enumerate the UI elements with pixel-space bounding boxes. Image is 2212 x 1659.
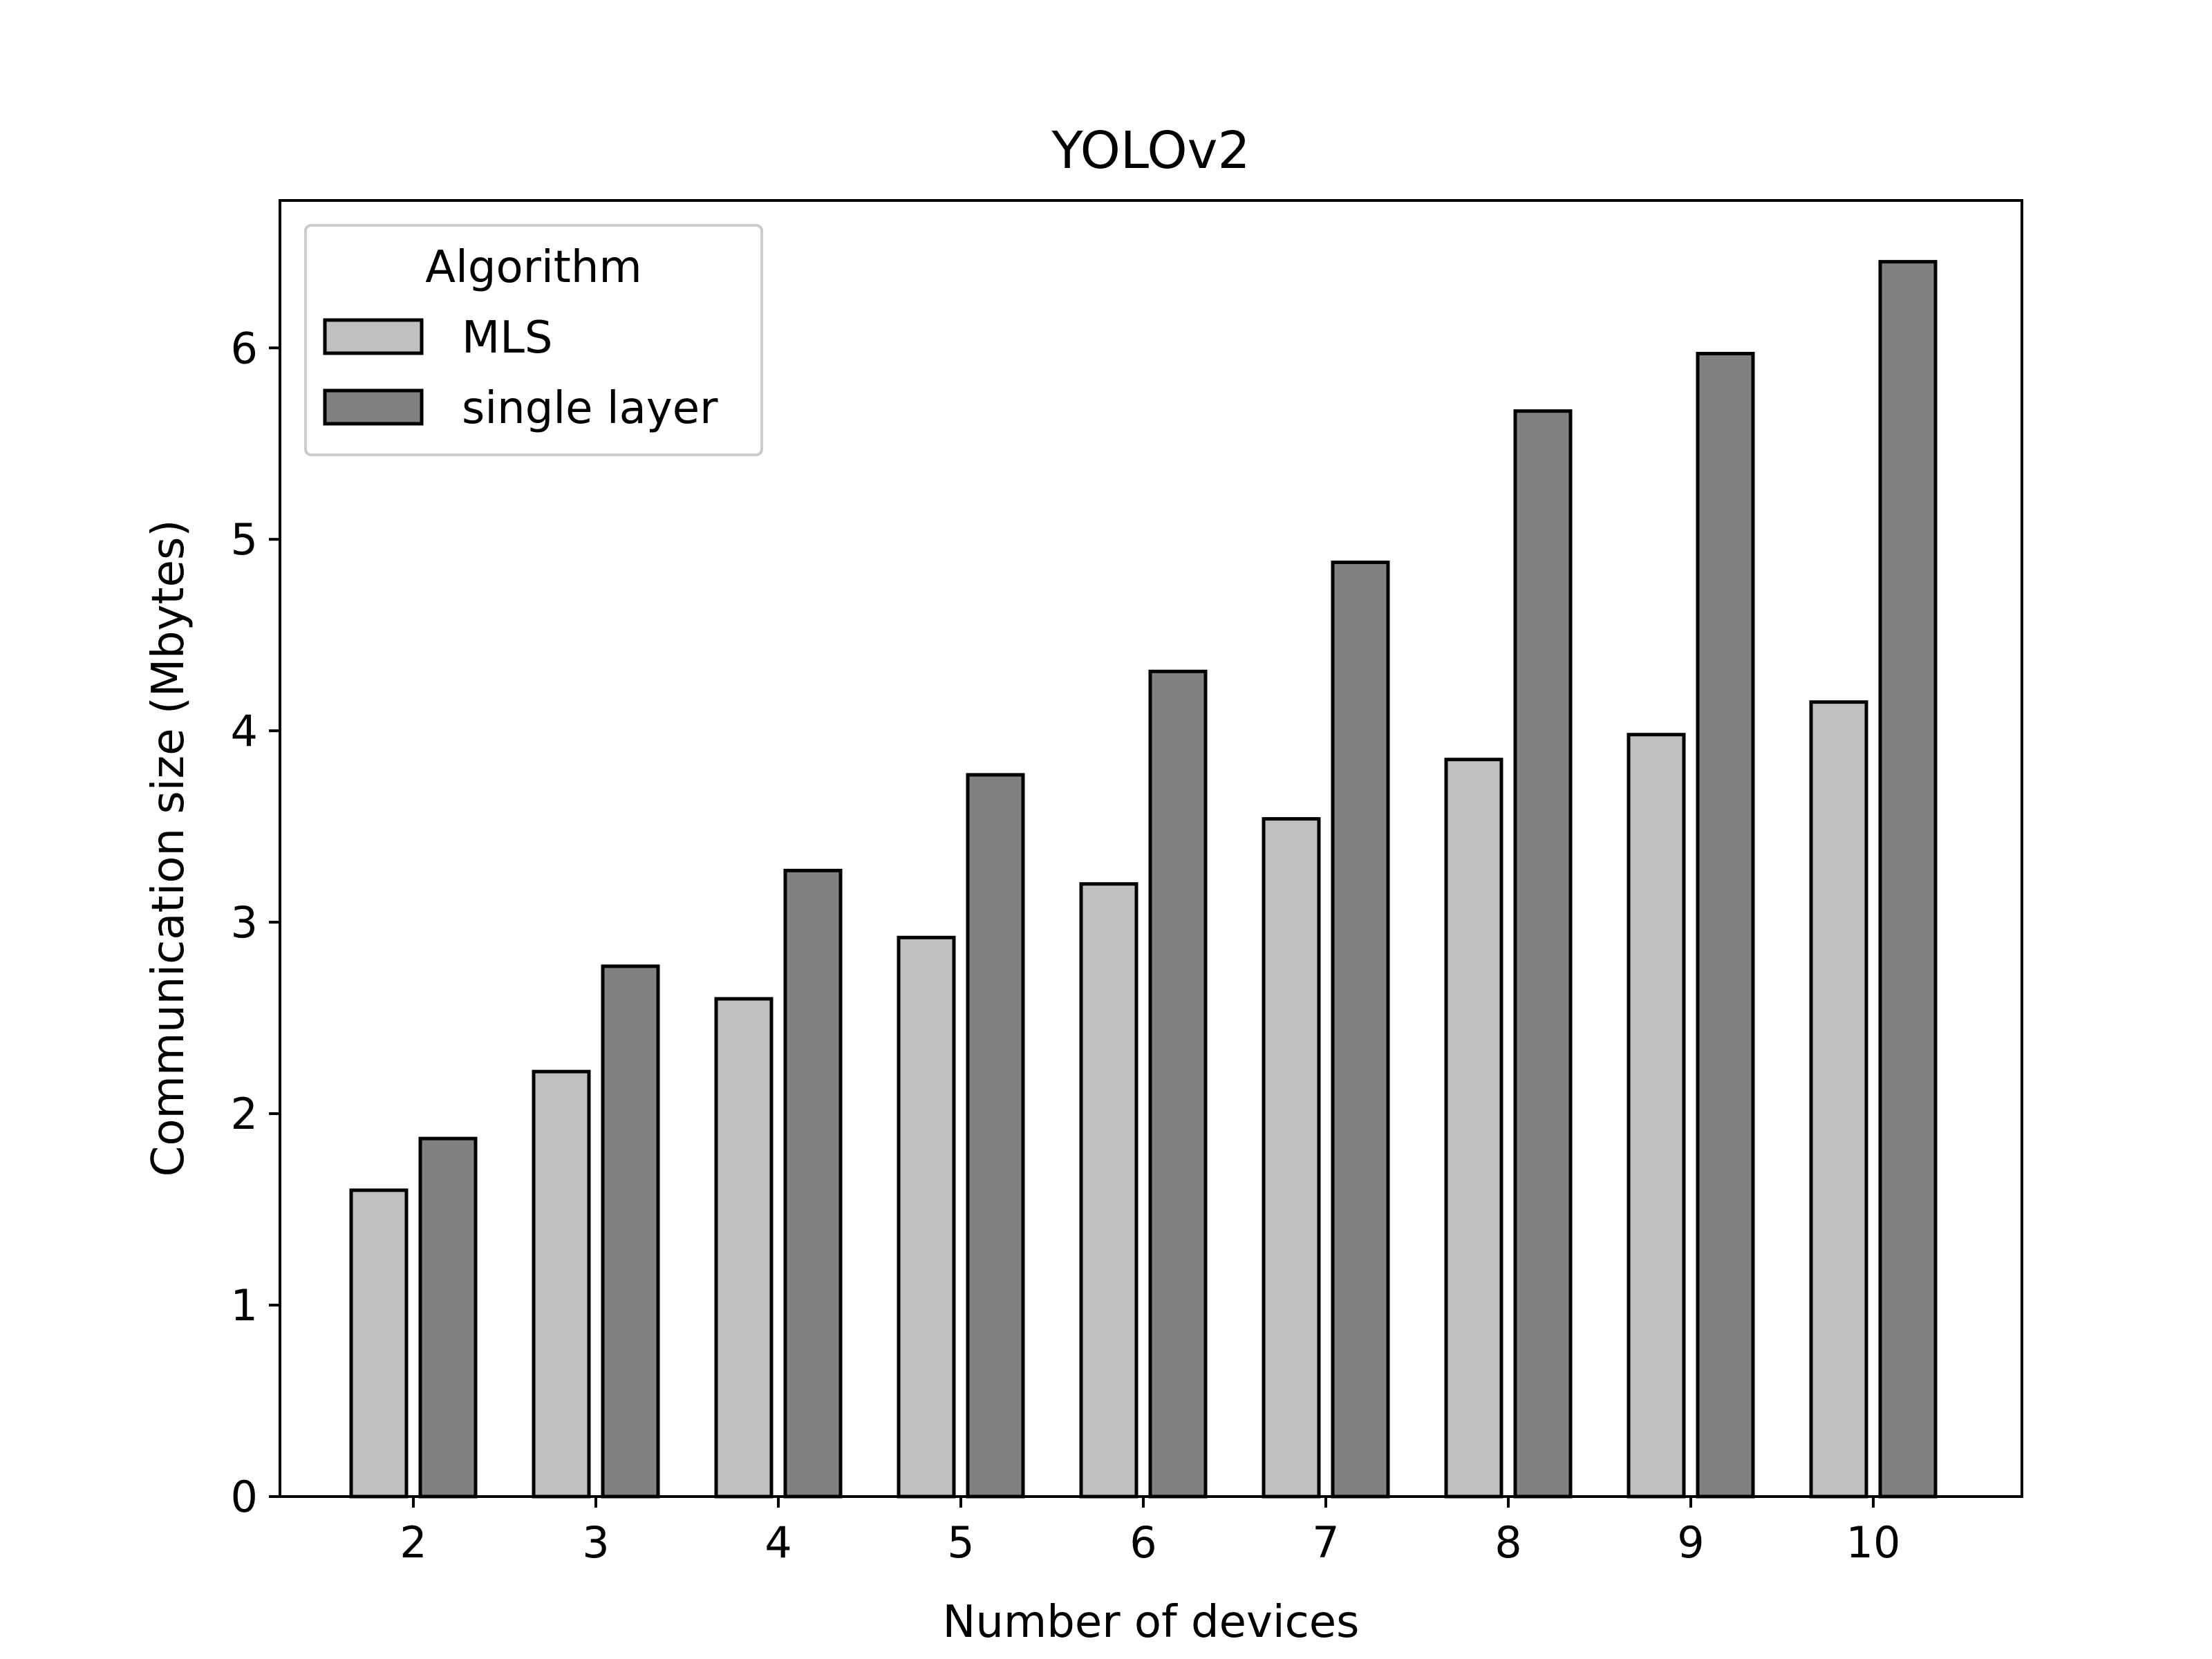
y-tick-label-3: 3 bbox=[231, 897, 258, 948]
y-tick-label-4: 4 bbox=[231, 706, 258, 756]
x-tick-label-2: 2 bbox=[400, 1517, 427, 1568]
bar-single-layer-7 bbox=[1331, 560, 1390, 1499]
bar-single-layer-10 bbox=[1878, 260, 1938, 1499]
bar-mls-4 bbox=[714, 997, 774, 1499]
bar-single-layer-3 bbox=[601, 964, 660, 1499]
bar-mls-6 bbox=[1079, 882, 1138, 1499]
bar-mls-3 bbox=[532, 1069, 591, 1499]
bar-single-layer-4 bbox=[783, 868, 843, 1499]
x-tick-label-5: 5 bbox=[947, 1517, 974, 1568]
chart-title: YOLOv2 bbox=[1051, 121, 1250, 180]
bar-mls-7 bbox=[1262, 817, 1321, 1499]
legend: Algorithm MLS single layer bbox=[304, 224, 763, 456]
y-axis-label: Communication size (Mbytes) bbox=[143, 520, 194, 1177]
x-tick-label-3: 3 bbox=[582, 1517, 609, 1568]
x-tick-label-7: 7 bbox=[1312, 1517, 1339, 1568]
bar-single-layer-6 bbox=[1148, 669, 1208, 1499]
x-axis-ticks: 2 3 4 5 6 7 8 9 10 bbox=[400, 1497, 1900, 1568]
legend-swatch-mls bbox=[323, 318, 424, 355]
legend-label-single-layer: single layer bbox=[462, 383, 718, 434]
bar-mls-2 bbox=[349, 1188, 409, 1499]
bar-single-layer-8 bbox=[1513, 409, 1573, 1499]
bars-group bbox=[349, 260, 1938, 1499]
x-tick-label-4: 4 bbox=[765, 1517, 791, 1568]
bar-single-layer-5 bbox=[966, 773, 1025, 1499]
bar-mls-5 bbox=[897, 935, 956, 1499]
x-tick-label-10: 10 bbox=[1846, 1517, 1901, 1568]
legend-title: Algorithm bbox=[425, 242, 641, 293]
y-tick-label-6: 6 bbox=[231, 323, 258, 373]
bar-mls-10 bbox=[1809, 700, 1868, 1499]
y-tick-label-2: 2 bbox=[231, 1089, 258, 1139]
y-tick-label-1: 1 bbox=[231, 1280, 258, 1331]
y-axis-ticks: 0 1 2 3 4 5 6 bbox=[231, 323, 280, 1522]
y-tick-label-5: 5 bbox=[231, 514, 258, 565]
legend-swatch-single-layer bbox=[323, 388, 424, 426]
legend-label-mls: MLS bbox=[462, 312, 553, 364]
plot-frame bbox=[279, 199, 2023, 1498]
bar-mls-8 bbox=[1444, 758, 1503, 1499]
bar-single-layer-2 bbox=[418, 1136, 478, 1499]
x-tick-label-6: 6 bbox=[1130, 1517, 1156, 1568]
bar-single-layer-9 bbox=[1696, 352, 1755, 1499]
x-tick-label-9: 9 bbox=[1677, 1517, 1704, 1568]
y-tick-label-0: 0 bbox=[231, 1472, 258, 1522]
x-axis-label: Number of devices bbox=[942, 1597, 1359, 1648]
x-tick-label-8: 8 bbox=[1494, 1517, 1521, 1568]
bar-mls-9 bbox=[1627, 733, 1686, 1499]
